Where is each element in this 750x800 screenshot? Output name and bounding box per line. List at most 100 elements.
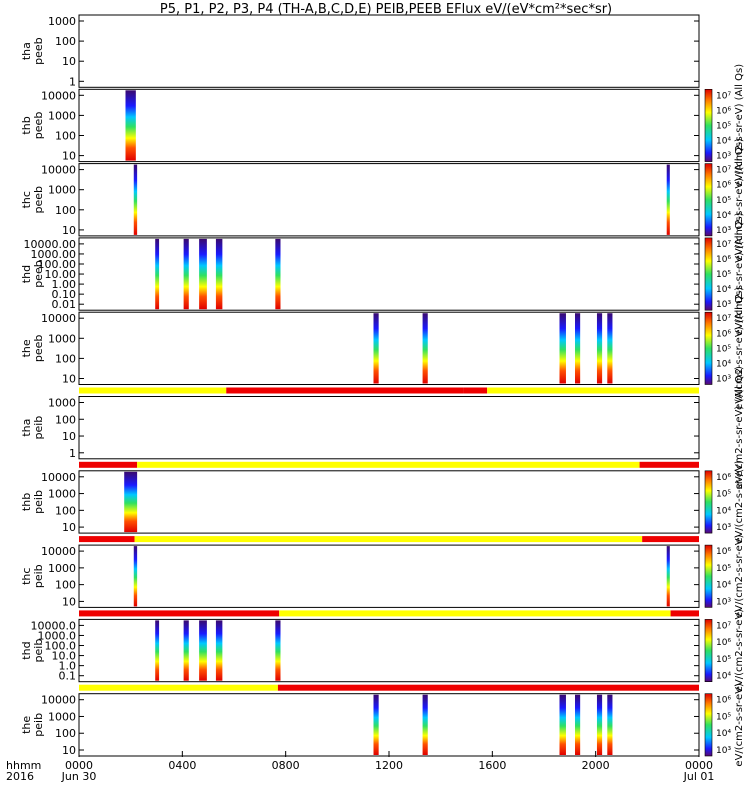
- panel-frame: [78, 693, 700, 757]
- data-burst: [215, 238, 223, 310]
- colorbar-tick-label: 10⁵: [716, 270, 731, 280]
- data-burst: [199, 620, 207, 681]
- colorbar-tick-label: 10⁵: [716, 564, 731, 574]
- colorbar-title: eV/(cm2-s-sr-eV): [734, 683, 745, 767]
- colorbar-tick-label: 10³: [716, 300, 731, 310]
- x-tick-label: 1200: [375, 759, 403, 772]
- panel-probe-label: thc: [20, 191, 33, 208]
- y-tick-label: 10: [62, 150, 76, 163]
- colorbar-title: eV/(cm2-s-sr-eV): [734, 460, 745, 544]
- panel-species-label: peib: [32, 713, 45, 737]
- y-tick-label: 10: [62, 744, 76, 757]
- data-burst: [155, 238, 160, 310]
- panel-frame: [78, 470, 700, 534]
- data-burst: [133, 546, 138, 607]
- x-tick-label: 2000: [582, 759, 610, 772]
- panel-thc-peib: 10000 1000 100 10 thc peib 10⁶ 10⁵ 10⁴ 10³ eV/(cm2…: [20, 534, 745, 618]
- y-tick-label: 1.00: [52, 278, 77, 291]
- x-tick-date: Jun 30: [61, 770, 97, 783]
- colorbar-tick-label: 10³: [716, 523, 731, 533]
- colorbar-tick-label: 10⁵: [716, 655, 731, 665]
- colorbar-tick-label: 10⁴: [716, 137, 731, 147]
- y-tick-label: 100: [55, 130, 76, 143]
- x-tick-label: 0000: [65, 759, 93, 772]
- colorbar-tick-label: 10⁶: [716, 547, 731, 557]
- y-tick-label: 1000: [48, 397, 76, 410]
- colorbar-title: eV/(cm2-s-sr-eV) (All Qs): [734, 138, 745, 261]
- panel-probe-label: the: [20, 716, 33, 734]
- colorbar-title: eV/(cm2-s-sr-eV) (All Qs): [734, 212, 745, 335]
- colorbar-title: eV/(cm2-s-sr-eV) (All Qs): [734, 366, 745, 489]
- panel-the-peib: 10000 1000 100 10 the peib 10⁶ 10⁵ 10⁴ 10³ eV/(cm2…: [20, 683, 745, 767]
- panel-the-peeb: 10000 1000 100 10 the peeb 10⁷ 10⁶ 10⁵ 10⁴ 10³ eV/(…: [20, 287, 745, 410]
- data-burst: [215, 620, 223, 681]
- x-tick-label: 1600: [478, 759, 506, 772]
- colorbar-tick-label: 10⁴: [716, 506, 731, 516]
- y-tick-label: 10000.00: [24, 238, 77, 251]
- data-burst: [275, 620, 281, 681]
- colorbar-tick-label: 10³: [716, 746, 731, 756]
- y-tick-label: 100.0: [45, 640, 77, 653]
- colorbar-title: eV/(cm2-s-sr-eV) (All Qs): [734, 64, 745, 187]
- data-burst: [422, 694, 428, 755]
- y-tick-label: 10.00: [45, 268, 77, 281]
- panel-thb-peeb: 10000 1000 100 10 thb peeb 10⁷ 10⁶ 10⁵ 10⁴ 10³ eV/(…: [20, 64, 745, 187]
- y-tick-label: 10: [62, 430, 76, 443]
- y-tick-label: 100: [55, 727, 76, 740]
- panel-probe-label: thd: [20, 265, 33, 283]
- panel-thc-peeb: 10000 1000 100 10 thc peeb 10⁷ 10⁶ 10⁵ 10⁴ 10³ eV/(…: [20, 138, 745, 261]
- colorbar-tick-label: 10⁴: [716, 581, 731, 591]
- y-tick-label: 100: [55, 504, 76, 517]
- chart-title: P5, P1, P2, P3, P4 (TH-A,B,C,D,E) PEIB,P…: [160, 2, 612, 17]
- data-burst: [607, 694, 613, 755]
- data-burst: [596, 313, 603, 384]
- y-tick-label: 10000: [41, 545, 76, 558]
- mode-bar-segment: [137, 461, 640, 468]
- y-tick-label: 10000: [41, 312, 76, 325]
- y-tick-label: 1000: [48, 109, 76, 122]
- colorbar-tick-label: 10⁴: [716, 285, 731, 295]
- panel-species-label: peeb: [32, 112, 45, 140]
- panel-tha-peib: 1000 100 10 1 tha peib eV/(cm2-s-sr-eV) (All Q…: [20, 366, 745, 489]
- data-burst: [666, 546, 670, 607]
- data-burst: [666, 164, 670, 235]
- colorbar-tick-label: 10³: [716, 152, 731, 162]
- panel-species-label: peeb: [32, 37, 45, 65]
- y-tick-label: 10: [62, 521, 76, 534]
- panel-thb-peib: 10000 1000 100 10 thb peib 10⁶ 10⁵ 10⁴ 10³ eV/(cm2…: [20, 460, 745, 544]
- colorbar-tick-label: 10⁵: [716, 712, 731, 722]
- colorbar-tick-label: 10⁴: [716, 672, 731, 682]
- colorbar-tick-label: 10⁶: [716, 106, 731, 116]
- colorbar-title: eV/(cm2-s-sr-eV): [734, 609, 745, 693]
- panel-species-label: peib: [32, 639, 45, 663]
- y-tick-label: 1000.0: [38, 629, 77, 642]
- y-tick-label: 1000: [48, 332, 76, 345]
- y-tick-label: 10000: [41, 471, 76, 484]
- colorbar-tick-label: 10⁷: [716, 240, 731, 250]
- mode-bar-segment: [487, 387, 699, 394]
- y-tick-label: 100: [55, 35, 76, 48]
- y-tick-label: 1000: [48, 184, 76, 197]
- colorbar-tick-label: 10⁶: [716, 638, 731, 648]
- colorbar-tick-label: 10⁶: [716, 696, 731, 706]
- data-burst: [199, 238, 207, 310]
- data-burst: [124, 471, 138, 533]
- colorbar-tick-label: 10⁷: [716, 314, 731, 324]
- colorbar-tick-label: 10³: [716, 597, 731, 607]
- panel-species-label: peeb: [32, 335, 45, 363]
- y-tick-label: 10: [62, 373, 76, 386]
- y-tick-label: 10000: [41, 694, 76, 707]
- y-tick-label: 1000: [48, 15, 76, 28]
- y-tick-label: 1.0: [59, 660, 77, 673]
- data-burst: [183, 620, 189, 681]
- mode-bar-segment: [79, 610, 280, 617]
- y-tick-label: 10: [62, 595, 76, 608]
- colorbar-tick-label: 10⁵: [716, 196, 731, 206]
- colorbar-tick-label: 10⁴: [716, 729, 731, 739]
- y-tick-label: 10000.0: [31, 619, 77, 632]
- colorbar-tick-label: 10⁶: [716, 473, 731, 483]
- data-burst: [373, 313, 379, 384]
